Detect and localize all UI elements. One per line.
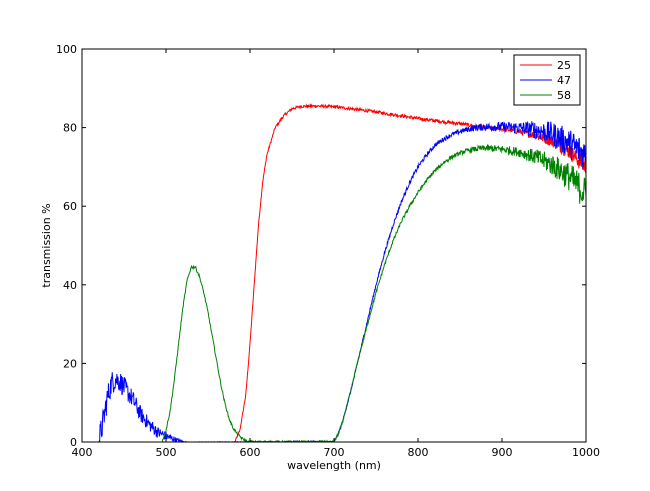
x-tick-label: 600	[240, 446, 261, 459]
axis-ticks	[81, 48, 587, 443]
legend: 25 47 58	[513, 54, 581, 106]
x-tick-label: 900	[492, 446, 513, 459]
legend-label-58: 58	[557, 89, 571, 102]
legend-label-25: 25	[557, 59, 571, 72]
y-tick-label: 80	[63, 122, 77, 135]
x-tick-label: 800	[408, 446, 429, 459]
y-tick-label: 60	[63, 200, 77, 213]
x-axis-label: wavelength (nm)	[287, 459, 381, 472]
y-tick-label: 0	[70, 436, 77, 449]
legend-label-47: 47	[557, 74, 571, 87]
y-axis-label: transmission %	[40, 203, 53, 287]
series-line-25	[234, 103, 586, 442]
x-tick-label: 500	[156, 446, 177, 459]
y-tick-label: 100	[56, 43, 77, 56]
series-line-58	[161, 143, 586, 442]
x-tick-label: 700	[324, 446, 345, 459]
y-tick-label: 40	[63, 279, 77, 292]
x-tick-label: 400	[72, 446, 93, 459]
y-tick-label: 20	[63, 357, 77, 370]
axis-tick-labels: 400 500 600 700 800 900 1000 0 20 40 60 80 100	[56, 43, 600, 459]
x-tick-label: 1000	[572, 446, 600, 459]
plot-series	[98, 103, 586, 442]
